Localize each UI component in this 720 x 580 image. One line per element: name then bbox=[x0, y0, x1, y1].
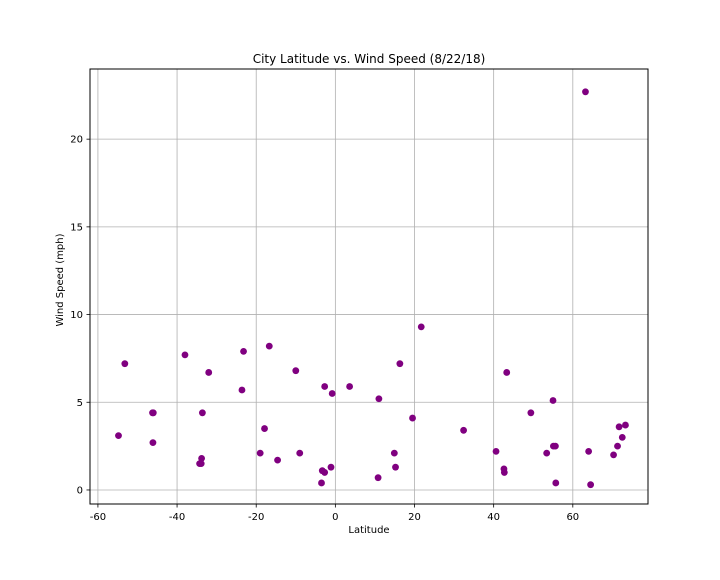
y-tick-label: 0 bbox=[77, 485, 83, 496]
data-point bbox=[321, 469, 329, 476]
data-point bbox=[265, 342, 273, 350]
x-tick-label: 0 bbox=[332, 512, 338, 523]
data-point bbox=[549, 397, 557, 404]
data-point bbox=[551, 442, 559, 450]
x-tick-label: 20 bbox=[408, 512, 421, 523]
data-point bbox=[587, 481, 595, 489]
data-point bbox=[582, 88, 589, 96]
data-point bbox=[503, 369, 511, 376]
data-point bbox=[622, 421, 629, 429]
data-point bbox=[615, 423, 623, 431]
y-axis-label: Wind Speed (mph) bbox=[55, 233, 66, 326]
axes-frame bbox=[89, 68, 649, 505]
x-tick-label: -60 bbox=[90, 512, 106, 523]
data-point bbox=[390, 449, 398, 457]
data-point bbox=[610, 451, 617, 459]
x-axis-ticks: -60 -40 -20 0 20 40 60 bbox=[90, 504, 579, 523]
x-tick-label: -20 bbox=[248, 512, 264, 523]
data-point bbox=[346, 383, 354, 390]
y-tick-label: 20 bbox=[70, 135, 83, 146]
data-point bbox=[374, 474, 382, 482]
x-axis-label: Latitude bbox=[348, 525, 389, 536]
data-point bbox=[327, 463, 335, 471]
grid-lines bbox=[90, 69, 648, 504]
data-point bbox=[417, 323, 425, 331]
data-point bbox=[198, 454, 206, 462]
data-point bbox=[618, 433, 626, 441]
data-point bbox=[121, 360, 129, 368]
data-point bbox=[256, 449, 264, 457]
data-point bbox=[149, 409, 157, 417]
data-point bbox=[492, 447, 500, 455]
y-axis-ticks: 0 5 10 15 20 bbox=[70, 135, 90, 496]
data-point bbox=[261, 425, 268, 432]
data-point bbox=[321, 383, 329, 390]
data-point bbox=[205, 369, 213, 376]
x-tick-label: 40 bbox=[487, 512, 500, 523]
data-point bbox=[500, 469, 508, 476]
data-point bbox=[614, 442, 621, 450]
data-point bbox=[115, 432, 122, 439]
data-point bbox=[396, 360, 404, 368]
data-point bbox=[552, 479, 560, 487]
data-point bbox=[292, 367, 300, 375]
x-tick-label: -40 bbox=[169, 512, 185, 523]
data-point bbox=[543, 449, 551, 457]
data-point bbox=[296, 449, 304, 457]
data-point bbox=[149, 439, 157, 447]
data-point bbox=[240, 347, 247, 355]
data-point bbox=[274, 456, 281, 464]
data-point bbox=[460, 426, 467, 434]
y-tick-label: 10 bbox=[70, 310, 83, 321]
data-point bbox=[198, 409, 206, 417]
data-points bbox=[115, 88, 629, 489]
data-point bbox=[527, 409, 535, 417]
data-point bbox=[197, 460, 205, 468]
y-tick-label: 15 bbox=[70, 222, 83, 233]
data-point bbox=[392, 463, 399, 471]
data-point bbox=[318, 479, 325, 487]
chart-title: City Latitude vs. Wind Speed (8/22/18) bbox=[253, 52, 486, 66]
data-point bbox=[181, 351, 189, 359]
x-tick-label: 60 bbox=[566, 512, 579, 523]
y-tick-label: 5 bbox=[77, 398, 83, 409]
data-point bbox=[375, 395, 383, 403]
data-point bbox=[238, 386, 246, 394]
data-point bbox=[409, 414, 416, 422]
data-point bbox=[585, 447, 593, 455]
data-point bbox=[328, 390, 336, 397]
